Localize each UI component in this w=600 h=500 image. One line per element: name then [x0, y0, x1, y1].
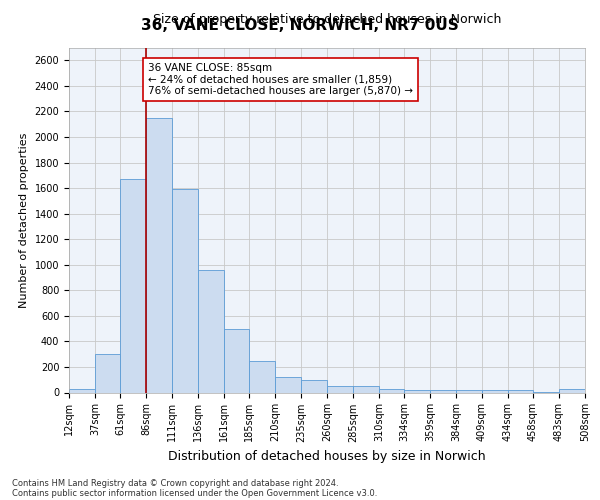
Bar: [327, 386, 353, 392]
Bar: [559, 390, 585, 392]
Bar: [146, 118, 172, 392]
Bar: [224, 328, 249, 392]
Text: Contains HM Land Registry data © Crown copyright and database right 2024.: Contains HM Land Registry data © Crown c…: [12, 478, 338, 488]
Bar: [456, 390, 482, 392]
Text: Contains public sector information licensed under the Open Government Licence v3: Contains public sector information licen…: [12, 488, 377, 498]
Title: Size of property relative to detached houses in Norwich: Size of property relative to detached ho…: [153, 12, 501, 26]
Bar: [379, 388, 404, 392]
Bar: [198, 270, 224, 392]
Bar: [95, 354, 120, 393]
X-axis label: Distribution of detached houses by size in Norwich: Distribution of detached houses by size …: [168, 450, 486, 463]
Bar: [404, 390, 430, 392]
Bar: [301, 380, 327, 392]
Bar: [275, 377, 301, 392]
Bar: [69, 390, 95, 392]
Text: 36, VANE CLOSE, NORWICH, NR7 0US: 36, VANE CLOSE, NORWICH, NR7 0US: [141, 18, 459, 32]
Bar: [482, 390, 508, 392]
Bar: [120, 179, 146, 392]
Y-axis label: Number of detached properties: Number of detached properties: [19, 132, 29, 308]
Bar: [172, 190, 198, 392]
Bar: [430, 390, 456, 392]
Bar: [249, 360, 275, 392]
Text: 36 VANE CLOSE: 85sqm
← 24% of detached houses are smaller (1,859)
76% of semi-de: 36 VANE CLOSE: 85sqm ← 24% of detached h…: [148, 63, 413, 96]
Bar: [353, 386, 379, 392]
Bar: [508, 390, 533, 392]
